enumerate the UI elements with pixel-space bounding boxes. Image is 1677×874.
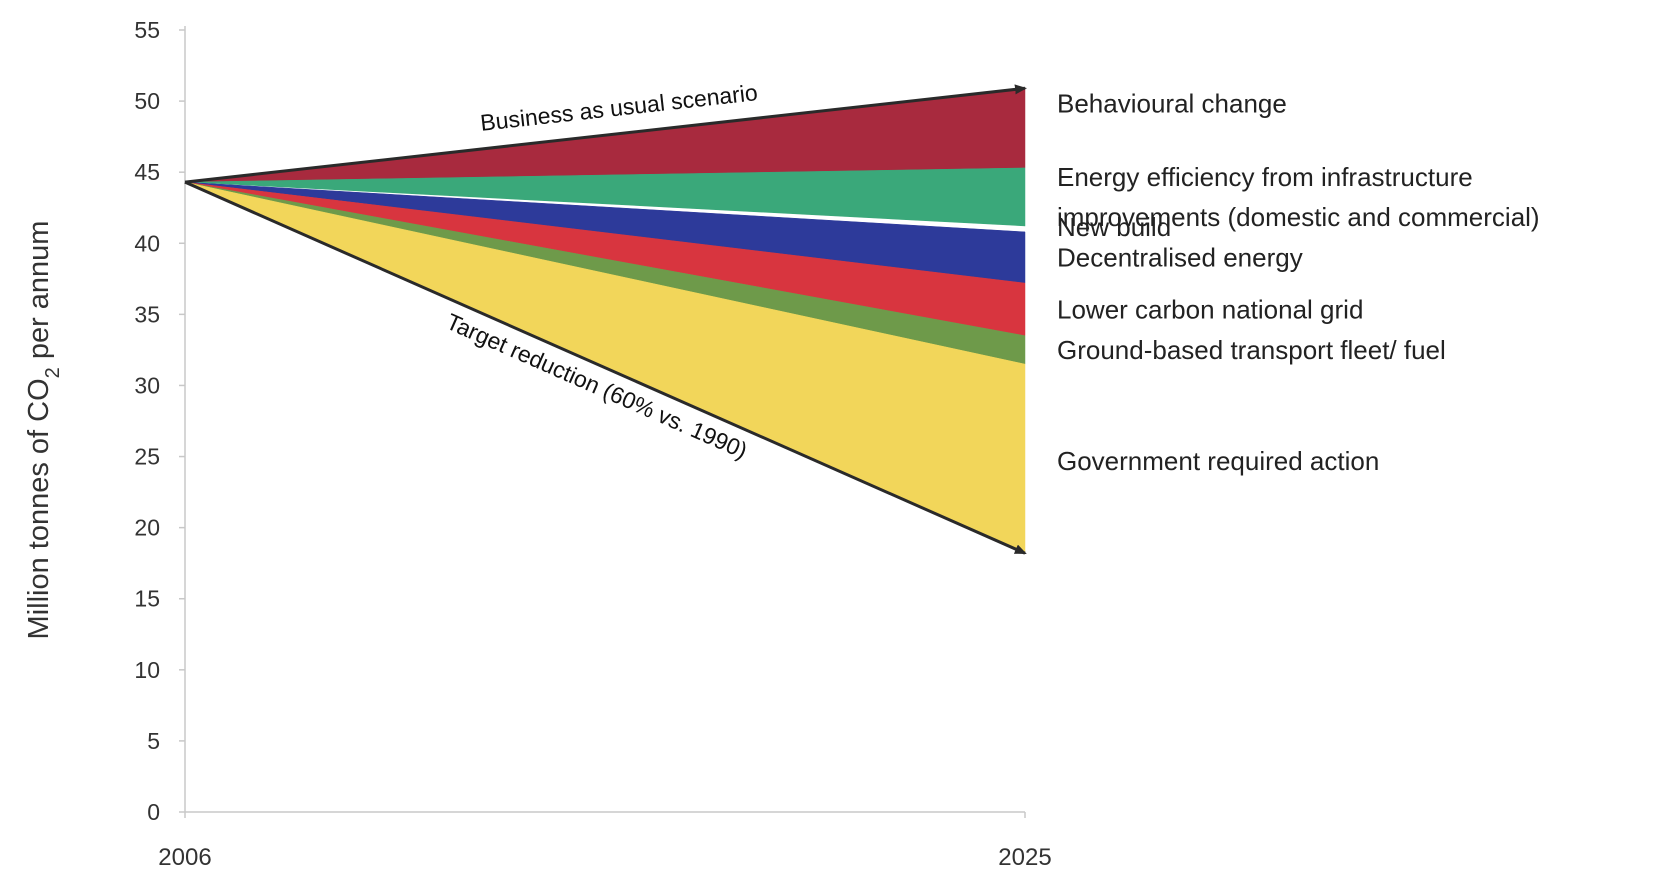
y-tick-label: 55: [134, 17, 160, 43]
y-tick-label: 40: [134, 230, 160, 256]
legend-label-3: Decentralised energy: [1057, 242, 1303, 272]
legend-label-4: Lower carbon national grid: [1057, 294, 1363, 324]
y-tick-label: 10: [134, 657, 160, 683]
business-as-usual-arrow: [184, 84, 1027, 184]
x-tick-label: 2006: [158, 844, 211, 871]
legend-label-0: Behavioural change: [1057, 88, 1287, 118]
y-tick-label: 15: [134, 586, 160, 612]
y-tick-label: 35: [134, 301, 160, 327]
y-tick-label: 25: [134, 444, 160, 470]
legend-label-1: Energy efficiency from infrastructure: [1057, 162, 1473, 192]
legend-label-1: improvements (domestic and commercial): [1057, 202, 1540, 232]
y-tick-label: 0: [147, 799, 160, 825]
legend-label-5: Ground-based transport fleet/ fuel: [1057, 335, 1446, 365]
y-tick-label: 20: [134, 515, 160, 541]
y-tick-label: 5: [147, 728, 160, 754]
legend-label-6: Government required action: [1057, 446, 1379, 476]
x-tick-label: 2025: [998, 844, 1051, 871]
y-tick-label: 30: [134, 372, 160, 398]
target-reduction-arrow: [184, 180, 1027, 555]
chart-legend: Behavioural change Energy efficiency from…: [1057, 88, 1540, 476]
y-tick-label: 45: [134, 159, 160, 185]
y-tick-label: 50: [134, 88, 160, 114]
chart-bands: [184, 88, 1026, 554]
legend-label-2: New build: [1057, 212, 1171, 242]
y-axis-label: Million tonnes of CO2 per annum: [23, 221, 64, 640]
